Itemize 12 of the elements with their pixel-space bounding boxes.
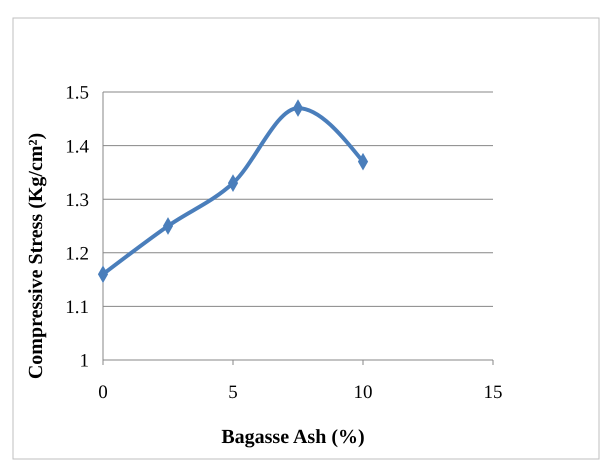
- x-tick-label: 15: [484, 382, 502, 403]
- y-tick-label: 1.2: [65, 243, 89, 264]
- y-tick-label: 1.3: [65, 190, 89, 211]
- y-tick-label: 1.4: [65, 136, 90, 158]
- x-tick-label: 5: [228, 382, 238, 403]
- y-tick-label: 1.1: [65, 297, 89, 318]
- y-tick-label: 1: [80, 350, 89, 372]
- x-tick-label: 10: [354, 382, 372, 403]
- x-tick-label: 0: [98, 382, 108, 403]
- y-axis-title: Compressive Stress (Kg/cm²): [25, 132, 47, 380]
- x-axis-title: Bagasse Ash (%): [221, 426, 365, 448]
- y-tick-label: 1.5: [65, 82, 89, 104]
